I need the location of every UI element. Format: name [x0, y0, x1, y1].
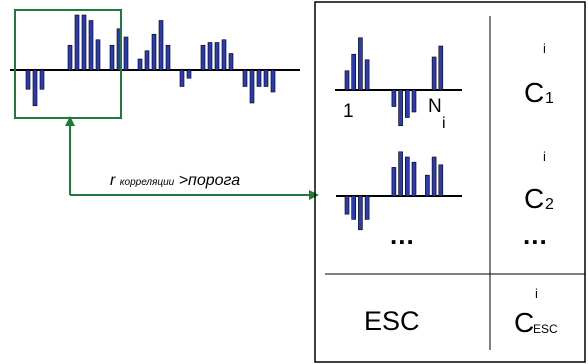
signal-bar	[186, 69, 192, 79]
signal-bar	[179, 69, 185, 87]
pattern-2-bar	[398, 151, 403, 197]
class-2-superscript: i	[543, 149, 546, 164]
signal-bar	[95, 39, 101, 71]
signal-bar	[228, 53, 234, 71]
signal-bar	[263, 69, 269, 87]
signal-bar	[137, 58, 143, 71]
pattern-1-start-label: 1	[343, 101, 354, 122]
pattern-1-bar	[411, 89, 417, 113]
pattern-2-bar	[358, 195, 363, 231]
pattern-2-bar	[411, 161, 417, 197]
signal-bar	[151, 33, 157, 71]
signal-bar	[249, 69, 255, 104]
pattern-2-bar	[351, 195, 357, 220]
class-esc-superscript: i	[535, 286, 538, 301]
signal-bar	[32, 69, 38, 107]
class-2-letter: C	[524, 183, 545, 214]
pattern-1-bars	[344, 37, 444, 127]
signal-bar	[256, 69, 262, 87]
pattern-1-bar	[351, 53, 357, 91]
signal-bar	[25, 69, 31, 90]
pattern-1-bar	[364, 59, 370, 91]
signal-bar	[39, 69, 45, 90]
r-symbol: r	[110, 172, 116, 189]
pattern-1-bar	[438, 45, 444, 91]
signal-bar	[81, 14, 87, 71]
class-1-superscript: i	[543, 41, 546, 56]
pattern-1-bar	[431, 56, 437, 91]
threshold-label: порога	[188, 172, 241, 189]
correlation-condition: r корреляции >порога	[110, 173, 240, 189]
pattern-1-end-label: N	[428, 96, 442, 117]
class-1-letter: C	[524, 77, 545, 108]
pattern-2-bar	[438, 164, 444, 197]
pattern-1-end-subscript: i	[442, 115, 446, 132]
pattern-1-bar	[404, 89, 410, 118]
pattern-2-bars	[344, 151, 444, 231]
pattern-1-bar	[398, 89, 403, 127]
classes-ellipsis: ...	[523, 220, 548, 250]
class-esc-subscript: ESC	[533, 322, 558, 336]
class-table	[314, 1, 586, 363]
signal-bar	[144, 50, 150, 71]
patterns-ellipsis: ...	[390, 220, 415, 250]
signal-bar	[207, 42, 213, 71]
r-subscript: корреляции	[119, 177, 175, 188]
signal-bars	[25, 14, 276, 107]
signal-bar	[221, 39, 227, 71]
pattern-2-bar	[404, 156, 410, 197]
pattern-2-bar	[364, 195, 370, 220]
class-1-subscript: 1	[545, 90, 554, 107]
pattern-2-bar	[391, 167, 397, 197]
signal-bar	[165, 44, 171, 71]
signal-bar	[123, 36, 129, 71]
signal-bar	[109, 44, 115, 71]
esc-label: ESC	[364, 306, 420, 336]
signal-bar	[242, 69, 248, 87]
signal-bar	[158, 20, 164, 71]
pattern-2-bar	[344, 195, 350, 215]
signal-bar	[270, 69, 276, 93]
pattern-2-bar	[431, 156, 437, 197]
signal-bar	[88, 20, 94, 71]
pattern-1-bar	[358, 37, 363, 91]
class-esc-letter: C	[514, 307, 535, 338]
pattern-1-bar	[391, 89, 397, 107]
signal-bar	[74, 14, 80, 71]
signal-bar	[214, 42, 220, 71]
comparison-sign: >	[178, 172, 189, 189]
class-2-subscript: 2	[545, 196, 554, 213]
pattern-2-bar	[425, 174, 430, 197]
pattern-1-bar	[344, 70, 350, 91]
signal-bar	[67, 44, 73, 71]
signal-bar	[200, 44, 206, 71]
